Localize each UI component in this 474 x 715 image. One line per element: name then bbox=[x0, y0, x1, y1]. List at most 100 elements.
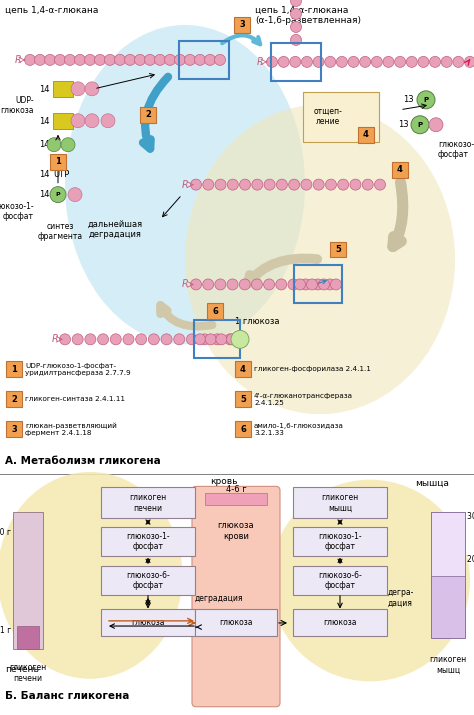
Text: 2: 2 bbox=[11, 395, 17, 404]
Circle shape bbox=[348, 56, 359, 67]
Text: 4: 4 bbox=[363, 130, 369, 139]
Circle shape bbox=[85, 114, 99, 128]
Circle shape bbox=[72, 334, 83, 345]
FancyBboxPatch shape bbox=[17, 626, 39, 649]
Text: P: P bbox=[423, 97, 428, 103]
Text: 14: 14 bbox=[39, 140, 50, 149]
Text: 13: 13 bbox=[403, 95, 413, 104]
FancyBboxPatch shape bbox=[101, 527, 195, 556]
Circle shape bbox=[68, 187, 82, 202]
Circle shape bbox=[406, 56, 417, 67]
Circle shape bbox=[417, 91, 435, 109]
Circle shape bbox=[319, 279, 329, 290]
Text: гликоген
печени: гликоген печени bbox=[9, 664, 46, 683]
Text: отщеп-
ление: отщеп- ление bbox=[314, 107, 342, 127]
Circle shape bbox=[191, 179, 201, 190]
FancyBboxPatch shape bbox=[330, 242, 346, 257]
Circle shape bbox=[85, 334, 96, 345]
Text: глюкозо-1-
фосфат: глюкозо-1- фосфат bbox=[126, 531, 170, 551]
Circle shape bbox=[465, 56, 474, 67]
FancyBboxPatch shape bbox=[235, 361, 251, 378]
Text: глюкозо-1-
фосфат: глюкозо-1- фосфат bbox=[0, 202, 34, 221]
Circle shape bbox=[216, 334, 227, 345]
Text: глюкоза: глюкоза bbox=[323, 618, 357, 628]
Circle shape bbox=[300, 279, 311, 290]
Circle shape bbox=[84, 54, 95, 65]
Text: дальнейшая
деградация: дальнейшая деградация bbox=[87, 220, 143, 240]
Text: 14: 14 bbox=[39, 117, 50, 127]
Circle shape bbox=[411, 116, 429, 134]
Circle shape bbox=[74, 54, 85, 65]
FancyBboxPatch shape bbox=[234, 17, 250, 33]
Text: гликоген
печени: гликоген печени bbox=[129, 493, 167, 513]
FancyBboxPatch shape bbox=[50, 154, 66, 169]
Text: глюкоза
крови: глюкоза крови bbox=[218, 521, 255, 541]
Circle shape bbox=[199, 334, 210, 345]
Circle shape bbox=[60, 334, 71, 345]
Circle shape bbox=[312, 279, 323, 290]
FancyBboxPatch shape bbox=[192, 486, 280, 706]
Circle shape bbox=[418, 56, 429, 67]
Circle shape bbox=[289, 179, 300, 190]
FancyBboxPatch shape bbox=[205, 493, 267, 505]
Text: P: P bbox=[418, 122, 422, 128]
Circle shape bbox=[64, 54, 75, 65]
FancyBboxPatch shape bbox=[53, 113, 73, 129]
FancyBboxPatch shape bbox=[6, 361, 22, 378]
Circle shape bbox=[71, 82, 85, 96]
Circle shape bbox=[313, 179, 324, 190]
Circle shape bbox=[291, 0, 301, 6]
Circle shape bbox=[215, 54, 226, 65]
Circle shape bbox=[94, 54, 106, 65]
FancyBboxPatch shape bbox=[392, 162, 408, 177]
Circle shape bbox=[45, 54, 55, 65]
FancyBboxPatch shape bbox=[293, 527, 387, 556]
Text: UTP: UTP bbox=[53, 170, 69, 179]
Text: R: R bbox=[15, 55, 21, 65]
Text: гликоген
мышц: гликоген мышц bbox=[321, 493, 359, 513]
Circle shape bbox=[145, 54, 155, 65]
Circle shape bbox=[227, 334, 237, 345]
Circle shape bbox=[194, 54, 206, 65]
Circle shape bbox=[374, 179, 385, 190]
Text: 13: 13 bbox=[398, 120, 408, 129]
Circle shape bbox=[184, 54, 195, 65]
Circle shape bbox=[350, 179, 361, 190]
Circle shape bbox=[191, 279, 201, 290]
Text: 300 г: 300 г bbox=[467, 512, 474, 521]
Circle shape bbox=[215, 179, 226, 190]
Circle shape bbox=[266, 56, 277, 67]
Text: 4: 4 bbox=[397, 165, 403, 174]
Circle shape bbox=[186, 334, 198, 345]
FancyBboxPatch shape bbox=[101, 488, 195, 518]
Circle shape bbox=[98, 334, 109, 345]
Circle shape bbox=[161, 334, 172, 345]
Circle shape bbox=[278, 56, 289, 67]
FancyBboxPatch shape bbox=[53, 81, 73, 97]
Circle shape bbox=[371, 56, 383, 67]
Circle shape bbox=[55, 54, 65, 65]
Circle shape bbox=[301, 179, 312, 190]
Circle shape bbox=[203, 179, 214, 190]
Text: цепь 1,4-α-глюкана
(α-1,6-разветвленная): цепь 1,4-α-глюкана (α-1,6-разветвленная) bbox=[255, 6, 361, 26]
Circle shape bbox=[148, 334, 159, 345]
Text: глюкозо-6-
фосфат: глюкозо-6- фосфат bbox=[318, 571, 362, 590]
Text: UDP-глюкозо-1-фосфат-
уридилтрансфераза 2.7.7.9: UDP-глюкозо-1-фосфат- уридилтрансфераза … bbox=[25, 363, 131, 376]
FancyBboxPatch shape bbox=[13, 512, 43, 649]
Text: А. Метаболизм гликогена: А. Метаболизм гликогена bbox=[5, 456, 161, 466]
Circle shape bbox=[164, 54, 175, 65]
FancyBboxPatch shape bbox=[293, 609, 387, 636]
Circle shape bbox=[50, 187, 66, 202]
Text: 1 глюкоза: 1 глюкоза bbox=[235, 317, 280, 326]
Circle shape bbox=[194, 334, 206, 345]
Circle shape bbox=[101, 114, 115, 128]
Circle shape bbox=[291, 34, 301, 46]
Text: деградация: деградация bbox=[195, 593, 244, 603]
FancyBboxPatch shape bbox=[431, 512, 465, 638]
Text: 6: 6 bbox=[212, 307, 218, 316]
Circle shape bbox=[291, 9, 301, 19]
Circle shape bbox=[290, 56, 301, 67]
FancyBboxPatch shape bbox=[6, 391, 22, 408]
FancyBboxPatch shape bbox=[195, 609, 277, 636]
Text: 200 г: 200 г bbox=[467, 556, 474, 564]
